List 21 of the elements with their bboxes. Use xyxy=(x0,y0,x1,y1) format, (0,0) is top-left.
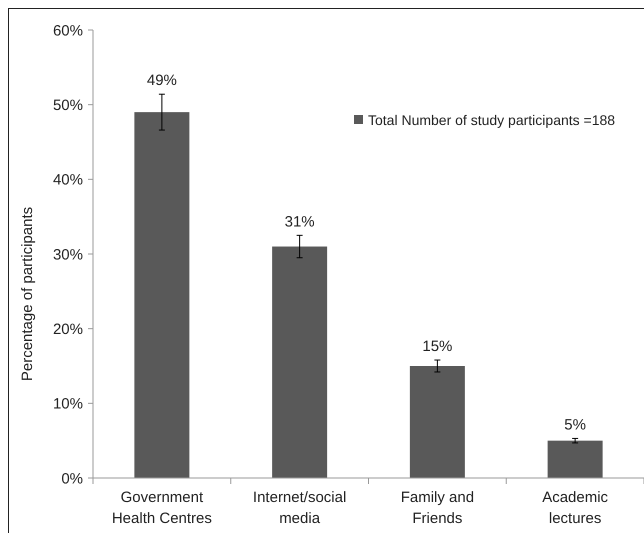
x-tick-label: Family and Friends xyxy=(400,489,474,527)
bar xyxy=(134,112,190,478)
y-tick-label: 60% xyxy=(52,22,83,40)
y-tick-label: 20% xyxy=(52,320,83,338)
y-tick-label: 30% xyxy=(52,246,83,264)
data-label: 15% xyxy=(422,338,452,356)
x-tick-label: Government Health Centres xyxy=(112,489,212,527)
bar xyxy=(410,366,465,478)
y-tick-label: 40% xyxy=(52,172,83,189)
y-axis-title: Percentage of participants xyxy=(19,206,36,382)
data-label: 5% xyxy=(564,416,586,434)
bar xyxy=(548,440,603,478)
data-label: 31% xyxy=(284,213,315,230)
data-label: 49% xyxy=(146,72,177,90)
bar xyxy=(272,246,328,478)
legend-label: Total Number of study participants =188 xyxy=(368,112,616,128)
y-tick-label: 50% xyxy=(52,96,83,114)
x-tick-label: Academic lectures xyxy=(542,489,609,527)
y-tick-label: 0% xyxy=(61,470,83,488)
y-tick-label: 10% xyxy=(52,396,83,413)
x-tick-label: Internet/social media xyxy=(252,489,346,527)
